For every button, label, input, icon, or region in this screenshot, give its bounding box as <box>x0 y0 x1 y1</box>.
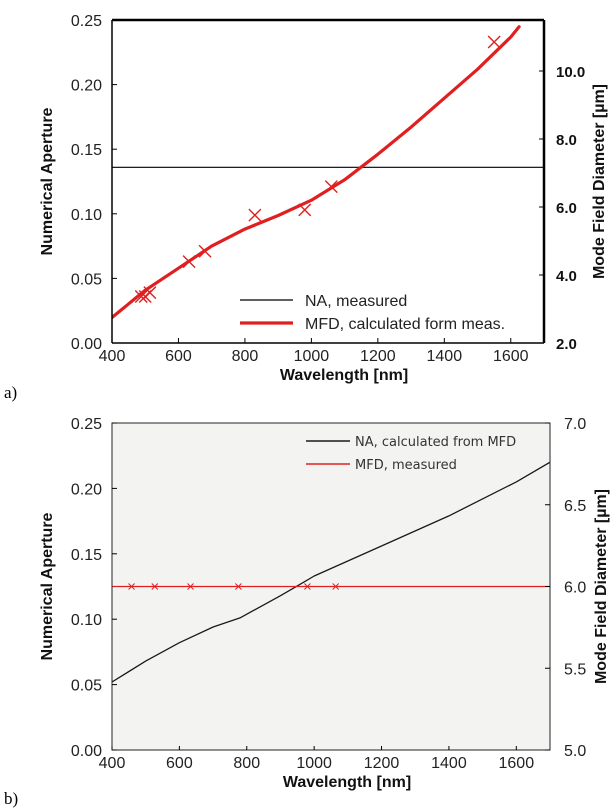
legend-label-a-0: NA, measured <box>305 293 407 310</box>
y2-tick-label-b-4: 7.0 <box>564 416 586 433</box>
legend-label-b-0: NA, calculated from MFD <box>355 435 516 450</box>
x-tick-label-a-2: 800 <box>232 348 259 365</box>
y2-tick-label-b-3: 6.5 <box>564 498 586 515</box>
y-tick-label-b-4: 0.20 <box>71 481 102 498</box>
y2-axis-label-b: Mode Field Diameter [µm] <box>593 489 610 684</box>
y-tick-label-b-5: 0.25 <box>71 416 102 433</box>
x-tick-label-b-2: 800 <box>233 755 260 772</box>
y2-tick-label-a-0: 2.0 <box>556 336 577 353</box>
y2-tick-label-a-2: 6.0 <box>556 200 577 217</box>
y-tick-label-a-4: 0.20 <box>71 78 102 95</box>
data-point-a-2 <box>143 286 157 300</box>
y-tick-label-b-2: 0.10 <box>71 612 102 629</box>
data-point-b-3 <box>234 583 242 590</box>
x-tick-label-a-0: 400 <box>99 348 126 365</box>
y2-tick-label-b-0: 5.0 <box>564 743 586 760</box>
y-tick-label-a-2: 0.10 <box>71 207 102 224</box>
y-tick-label-a-0: 0.00 <box>71 336 102 353</box>
series-line-b-0 <box>112 461 550 683</box>
y2-tick-label-a-4: 10.0 <box>556 64 585 81</box>
y-axis-label-b: Numerical Aperture <box>39 512 56 660</box>
y-tick-label-b-3: 0.15 <box>71 547 102 564</box>
y2-tick-label-b-2: 6.0 <box>564 580 586 597</box>
x-tick-label-a-1: 600 <box>165 348 192 365</box>
data-point-a-3 <box>182 255 196 269</box>
data-point-b-2 <box>187 583 194 590</box>
data-point-b-0 <box>128 583 135 590</box>
data-point-a-4 <box>198 244 212 258</box>
data-point-b-5 <box>332 583 340 590</box>
x-tick-label-a-3: 1000 <box>294 348 330 365</box>
x-tick-label-b-3: 1000 <box>296 755 332 772</box>
y2-axis-label-a: Mode Field Diameter [µm] <box>591 84 608 279</box>
series-group-b <box>112 461 550 683</box>
data-point-a-6 <box>298 203 312 217</box>
data-point-a-0 <box>134 289 148 303</box>
data-point-a-5 <box>248 208 262 222</box>
y2-tick-label-a-3: 8.0 <box>556 132 577 149</box>
legend-label-a-1: MFD, calculated form meas. <box>305 316 505 333</box>
x-tick-label-b-1: 600 <box>166 755 193 772</box>
data-point-b-1 <box>151 583 159 590</box>
x-tick-label-b-0: 400 <box>99 755 126 772</box>
series-group-a <box>112 25 544 320</box>
y-tick-label-b-0: 0.00 <box>71 743 102 760</box>
x-axis-label-b: Wavelength [nm] <box>283 774 411 791</box>
y2-tick-label-b-1: 5.5 <box>564 661 586 678</box>
y-tick-label-a-5: 0.25 <box>71 13 102 30</box>
panel-label-a: a) <box>4 383 17 402</box>
data-point-a-7 <box>324 180 338 194</box>
chart-a: 400 600 800 1000 1200 1400 1600 0.00 0.05 0.10 0.1… <box>39 13 608 384</box>
x-tick-label-a-6: 1600 <box>493 348 529 365</box>
panel-label-b: b) <box>4 789 18 808</box>
y2-tick-label-a-1: 4.0 <box>556 268 577 285</box>
y-tick-label-b-1: 0.05 <box>71 678 102 695</box>
y-axis-label-a: Numerical Aperture <box>39 107 56 255</box>
x-tick-label-b-6: 1600 <box>499 755 535 772</box>
x-tick-label-a-5: 1400 <box>427 348 463 365</box>
y-tick-label-a-1: 0.05 <box>71 271 102 288</box>
legend-label-b-1: MFD, measured <box>355 458 457 473</box>
chart-b: 400 600 800 1000 1200 1400 1600 0.00 0.05 0.10 0.1… <box>39 416 610 791</box>
x-axis-label-a: Wavelength [nm] <box>280 367 408 384</box>
x-tick-label-a-4: 1200 <box>360 348 396 365</box>
data-point-b-4 <box>304 583 311 590</box>
x-tick-label-b-4: 1200 <box>364 755 400 772</box>
x-tick-label-b-5: 1400 <box>431 755 467 772</box>
series-line-a-1 <box>112 25 521 320</box>
data-point-a-8 <box>487 35 501 49</box>
y-tick-label-a-3: 0.15 <box>71 142 102 159</box>
